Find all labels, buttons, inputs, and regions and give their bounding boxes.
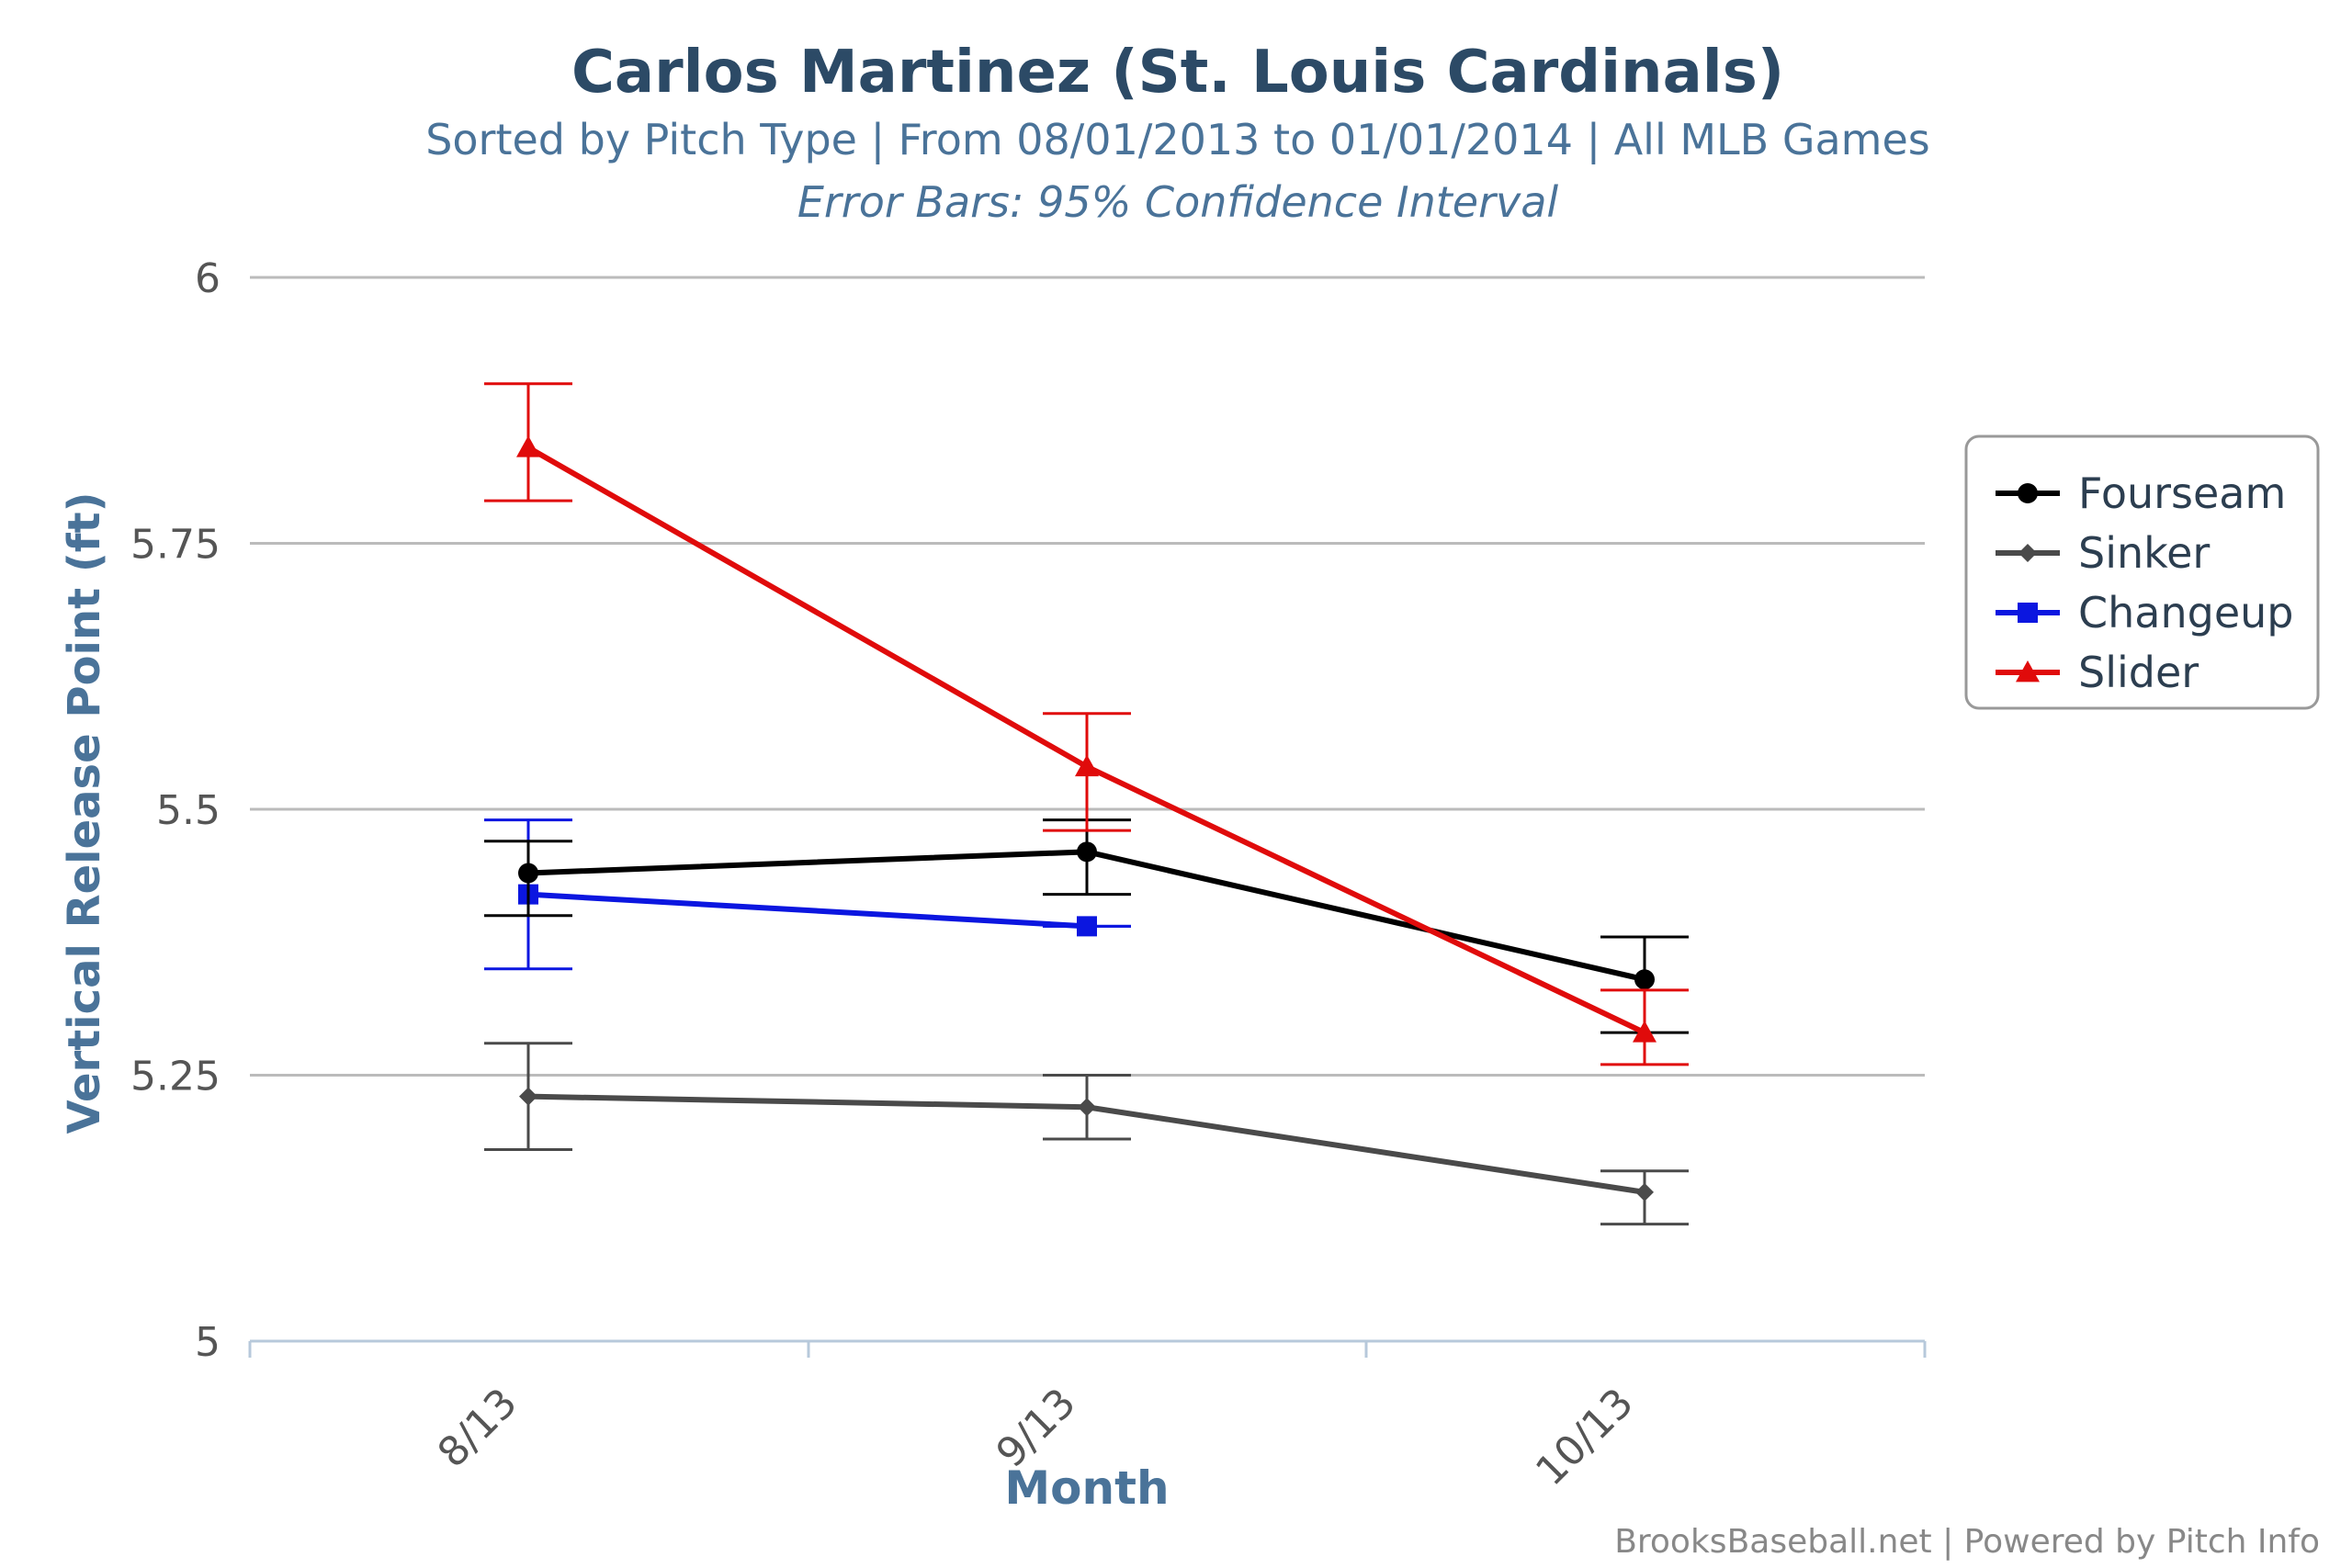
series-group (484, 382, 1689, 1226)
chart-subtitle: Sorted by Pitch Type | From 08/01/2013 t… (425, 115, 1930, 165)
data-point-fourseam (518, 863, 538, 884)
legend-item-changeup: Changeup (1996, 588, 2293, 637)
legend-marker-slider (2016, 660, 2040, 682)
data-point-fourseam (1077, 841, 1097, 863)
series-slider (484, 382, 1689, 1066)
legend-marker-changeup (2018, 603, 2038, 623)
series-line-changeup (527, 891, 1088, 930)
y-tick-label: 5 (195, 1319, 220, 1366)
y-tick-label: 5.5 (156, 787, 220, 834)
legend-item-sinker: Sinker (1996, 528, 2210, 578)
credit-text: BrooksBaseball.net | Powered by Pitch In… (1614, 1523, 2320, 1561)
gridlines (250, 276, 1925, 1077)
legend-label-changeup: Changeup (2078, 588, 2293, 637)
data-point-slider (1075, 754, 1099, 777)
legend-label-sinker: Sinker (2078, 528, 2210, 578)
y-tick-label: 5.75 (130, 522, 220, 569)
legend: Fourseam Sinker Changeup Slider (1964, 434, 2320, 710)
legend-label-fourseam: Fourseam (2078, 468, 2286, 518)
data-point-sinker (1635, 1182, 1654, 1201)
y-axis-label: Vertical Release Point (ft) (59, 491, 110, 1134)
legend-item-fourseam: Fourseam (1996, 468, 2286, 518)
legend-label-slider: Slider (2078, 648, 2199, 697)
data-point-sinker (1078, 1098, 1096, 1117)
data-point-sinker (519, 1087, 537, 1106)
data-point-slider (516, 435, 540, 457)
data-point-fourseam (1634, 969, 1655, 990)
x-tick-label: 10/13 (1527, 1380, 1643, 1495)
legend-marker-fourseam (2018, 483, 2038, 503)
x-tick-label: 8/13 (429, 1380, 526, 1477)
chart-subtitle-error-bars: Error Bars: 95% Confidence Interval (797, 177, 1559, 227)
legend-item-slider: Slider (1996, 648, 2199, 697)
chart-title: Carlos Martinez (St. Louis Cardinals) (571, 39, 1784, 107)
series-sinker (484, 1042, 1689, 1226)
y-tick-label: 5.25 (130, 1054, 220, 1100)
x-axis-label: Month (1004, 1461, 1169, 1515)
legend-marker-sinker (2018, 544, 2037, 562)
legend-box (1964, 434, 2320, 710)
series-fourseam (484, 818, 1689, 1034)
y-axis-ticks: 5 5.25 5.5 5.75 6 (130, 255, 220, 1366)
data-point-slider (1633, 1021, 1657, 1043)
series-changeup (484, 818, 1131, 971)
data-point-changeup (1077, 916, 1097, 937)
y-tick-label: 6 (195, 255, 220, 302)
